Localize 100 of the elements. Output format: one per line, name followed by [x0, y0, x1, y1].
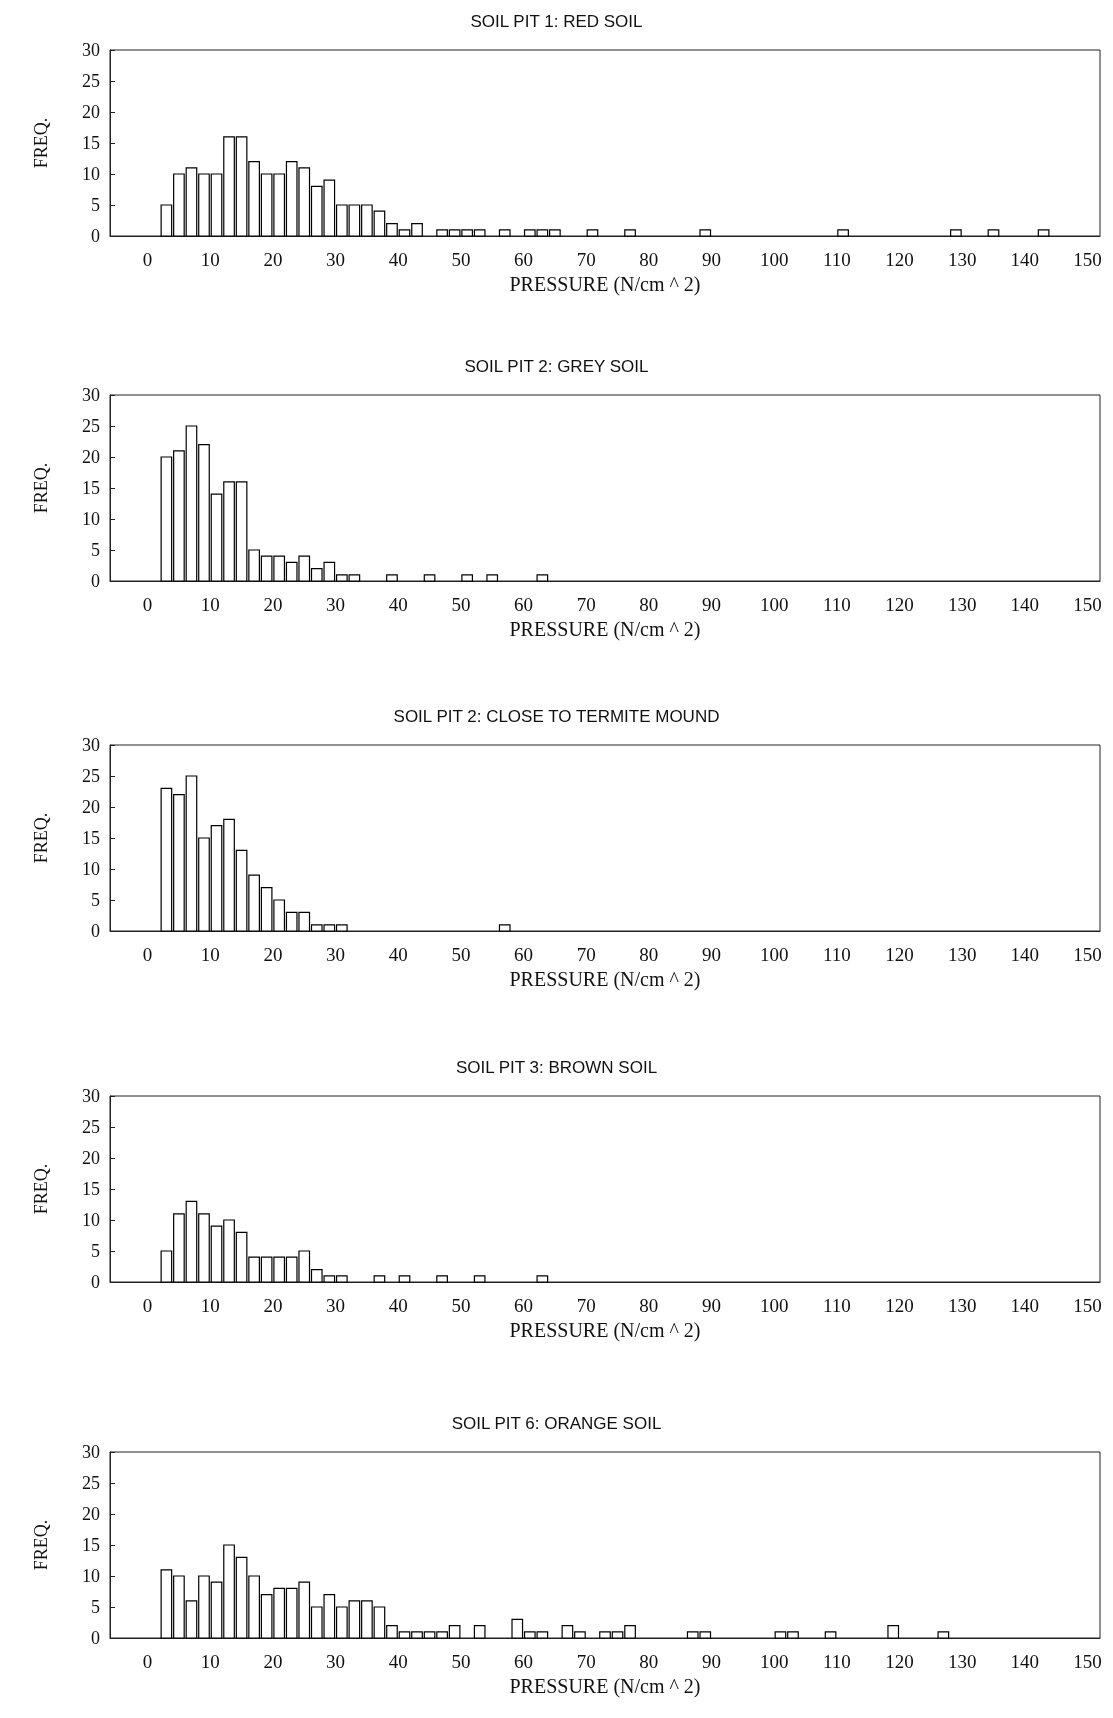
- x-tick-label: 60: [514, 1295, 534, 1316]
- x-tick-label: 30: [326, 1295, 346, 1316]
- x-tick-label: 0: [142, 1295, 153, 1316]
- x-tick-label: 90: [702, 1295, 722, 1316]
- y-tick-label: 20: [82, 102, 100, 122]
- x-tick-label: 70: [576, 1295, 596, 1316]
- x-tick-label: 0: [142, 1651, 153, 1672]
- y-axis-title: FREQ.: [31, 1519, 51, 1571]
- x-tick-label: 90: [702, 1651, 722, 1672]
- y-tick-label: 5: [91, 195, 100, 215]
- x-tick-label: 70: [576, 944, 596, 965]
- y-tick-label: 20: [82, 797, 100, 817]
- y-tick-label: 20: [82, 1148, 100, 1168]
- y-tick-label: 10: [82, 164, 100, 184]
- chart-title: SOIL PIT 3: BROWN SOIL: [455, 1058, 658, 1077]
- y-tick-label: 30: [82, 385, 100, 405]
- x-tick-label: 140: [1010, 594, 1040, 615]
- x-tick-label: 130: [947, 1295, 977, 1316]
- x-tick-label: 110: [822, 249, 851, 270]
- y-tick-label: 5: [91, 1241, 100, 1261]
- x-tick-label: 20: [263, 1651, 283, 1672]
- y-tick-label: 15: [82, 1535, 100, 1555]
- y-tick-label: 20: [82, 1504, 100, 1524]
- x-tick-label: 100: [759, 594, 789, 615]
- chart-title: SOIL PIT 2: GREY SOIL: [464, 357, 649, 376]
- x-tick-label: 150: [1073, 249, 1102, 270]
- x-tick-label: 100: [759, 1295, 789, 1316]
- x-tick-label: 10: [200, 594, 220, 615]
- x-tick-label: 50: [451, 1295, 471, 1316]
- x-tick-label: 0: [142, 249, 153, 270]
- x-tick-label: 0: [142, 594, 153, 615]
- x-tick-label: 150: [1073, 594, 1102, 615]
- x-tick-label: 50: [451, 944, 471, 965]
- x-tick-label: 100: [759, 944, 789, 965]
- y-tick-label: 30: [82, 1442, 100, 1462]
- x-tick-label: 50: [451, 1651, 471, 1672]
- x-tick-label: 10: [200, 944, 220, 965]
- x-axis-title: PRESSURE (N/cm ^ 2): [509, 1319, 701, 1342]
- x-tick-label: 120: [885, 1651, 914, 1672]
- y-tick-label: 30: [82, 40, 100, 60]
- y-tick-label: 0: [91, 226, 100, 246]
- x-tick-label: 110: [822, 1295, 851, 1316]
- x-tick-label: 140: [1010, 1651, 1040, 1672]
- x-tick-label: 10: [200, 1651, 220, 1672]
- x-tick-label: 40: [388, 1295, 408, 1316]
- x-tick-label: 130: [947, 1651, 977, 1672]
- x-axis-title: PRESSURE (N/cm ^ 2): [509, 273, 701, 296]
- y-tick-label: 10: [82, 1566, 100, 1586]
- x-tick-label: 100: [759, 249, 789, 270]
- x-tick-label: 60: [514, 944, 534, 965]
- x-tick-label: 30: [326, 944, 346, 965]
- x-tick-label: 130: [947, 594, 977, 615]
- x-tick-label: 110: [822, 1651, 851, 1672]
- x-tick-label: 80: [639, 1651, 659, 1672]
- x-axis-title: PRESSURE (N/cm ^ 2): [509, 968, 701, 991]
- x-tick-label: 110: [822, 944, 851, 965]
- x-tick-label: 40: [388, 249, 408, 270]
- x-tick-label: 10: [200, 249, 220, 270]
- x-tick-label: 110: [822, 594, 851, 615]
- x-tick-label: 80: [639, 249, 659, 270]
- y-tick-label: 0: [91, 921, 100, 941]
- x-tick-label: 130: [947, 944, 977, 965]
- x-tick-label: 70: [576, 1651, 596, 1672]
- y-tick-label: 5: [91, 890, 100, 910]
- x-tick-label: 150: [1073, 1295, 1102, 1316]
- x-tick-label: 70: [576, 594, 596, 615]
- y-tick-label: 25: [82, 416, 100, 436]
- x-tick-label: 80: [639, 594, 659, 615]
- y-tick-label: 25: [82, 1473, 100, 1493]
- x-axis-title: PRESSURE (N/cm ^ 2): [509, 618, 701, 641]
- y-axis-title: FREQ.: [31, 117, 51, 169]
- y-tick-label: 5: [91, 540, 100, 560]
- x-tick-label: 90: [702, 594, 722, 615]
- x-tick-label: 20: [263, 594, 283, 615]
- y-tick-label: 25: [82, 766, 100, 786]
- x-axis-title: PRESSURE (N/cm ^ 2): [509, 1675, 701, 1698]
- chart-title: SOIL PIT 6: ORANGE SOIL: [451, 1414, 662, 1433]
- x-tick-label: 30: [326, 249, 346, 270]
- x-tick-label: 140: [1010, 1295, 1040, 1316]
- x-tick-label: 60: [514, 249, 534, 270]
- x-tick-label: 80: [639, 1295, 659, 1316]
- x-tick-label: 40: [388, 1651, 408, 1672]
- y-tick-label: 10: [82, 859, 100, 879]
- x-tick-label: 50: [451, 249, 471, 270]
- y-tick-label: 25: [82, 71, 100, 91]
- y-tick-label: 0: [91, 571, 100, 591]
- y-tick-label: 10: [82, 1210, 100, 1230]
- x-tick-label: 60: [514, 594, 534, 615]
- y-tick-label: 10: [82, 509, 100, 529]
- x-tick-label: 150: [1073, 1651, 1102, 1672]
- x-tick-label: 120: [885, 594, 914, 615]
- x-tick-label: 90: [702, 249, 722, 270]
- chart-title: SOIL PIT 1: RED SOIL: [470, 12, 643, 31]
- x-tick-label: 140: [1010, 944, 1040, 965]
- x-tick-label: 120: [885, 944, 914, 965]
- x-tick-label: 60: [514, 1651, 534, 1672]
- y-tick-label: 15: [82, 133, 100, 153]
- y-tick-label: 15: [82, 1179, 100, 1199]
- x-tick-label: 0: [142, 944, 153, 965]
- x-tick-label: 10: [200, 1295, 220, 1316]
